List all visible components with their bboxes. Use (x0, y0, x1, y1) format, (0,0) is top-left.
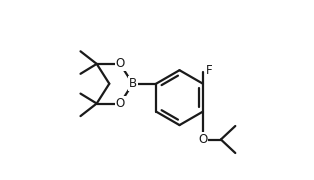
Text: O: O (116, 97, 125, 110)
Text: B: B (129, 77, 137, 90)
Text: O: O (198, 133, 208, 146)
Text: F: F (206, 64, 212, 77)
Text: O: O (116, 57, 125, 70)
